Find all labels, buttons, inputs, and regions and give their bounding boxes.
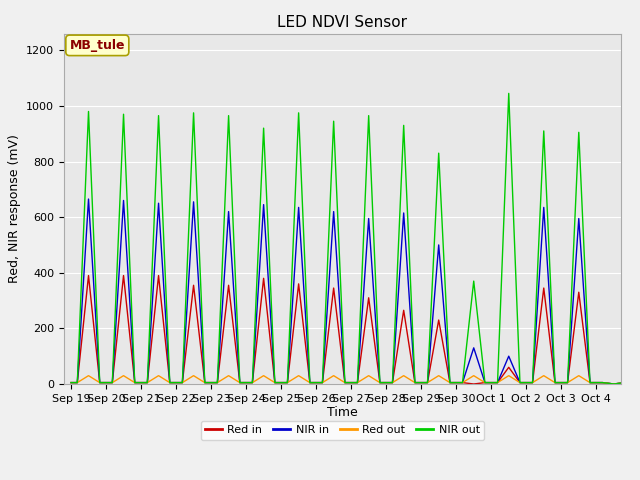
Y-axis label: Red, NIR response (mV): Red, NIR response (mV) [8, 134, 20, 283]
Text: MB_tule: MB_tule [70, 39, 125, 52]
Legend: Red in, NIR in, Red out, NIR out: Red in, NIR in, Red out, NIR out [201, 421, 484, 440]
Title: LED NDVI Sensor: LED NDVI Sensor [277, 15, 408, 30]
X-axis label: Time: Time [327, 407, 358, 420]
